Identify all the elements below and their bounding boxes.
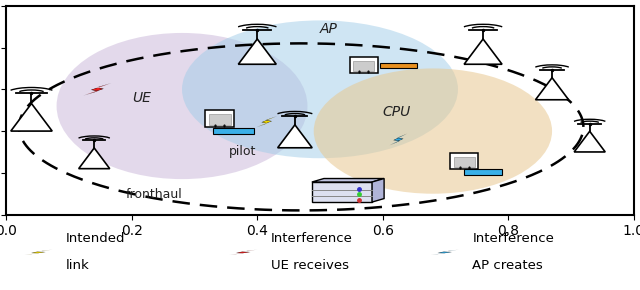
Polygon shape xyxy=(278,125,312,148)
Polygon shape xyxy=(258,117,276,126)
Bar xyxy=(380,63,417,68)
Polygon shape xyxy=(430,249,460,255)
Ellipse shape xyxy=(56,33,307,179)
Polygon shape xyxy=(372,179,384,202)
Polygon shape xyxy=(238,39,276,64)
Text: Interference: Interference xyxy=(472,232,554,245)
Text: UE receives: UE receives xyxy=(271,259,349,272)
Bar xyxy=(464,169,502,175)
Polygon shape xyxy=(83,83,111,96)
Polygon shape xyxy=(464,39,502,64)
Polygon shape xyxy=(312,179,384,182)
Polygon shape xyxy=(11,104,52,131)
Bar xyxy=(213,128,254,134)
Polygon shape xyxy=(536,78,568,100)
Text: link: link xyxy=(66,259,90,272)
Polygon shape xyxy=(79,148,109,169)
Text: Interference: Interference xyxy=(271,232,353,245)
Polygon shape xyxy=(256,116,277,127)
Bar xyxy=(312,182,372,202)
Text: pilot: pilot xyxy=(229,145,257,158)
Bar xyxy=(350,57,378,72)
Bar xyxy=(205,110,234,127)
Text: fronthaul: fronthaul xyxy=(125,188,182,201)
Polygon shape xyxy=(26,250,51,255)
Polygon shape xyxy=(85,84,109,95)
Polygon shape xyxy=(433,250,457,255)
Polygon shape xyxy=(574,131,605,152)
Text: UE: UE xyxy=(132,91,150,105)
Ellipse shape xyxy=(314,68,552,194)
Bar xyxy=(451,153,478,169)
Polygon shape xyxy=(24,249,53,255)
Polygon shape xyxy=(391,134,406,144)
Text: AP: AP xyxy=(320,22,338,36)
Text: AP creates: AP creates xyxy=(472,259,543,272)
Bar xyxy=(454,157,475,166)
Text: CPU: CPU xyxy=(383,106,411,119)
Polygon shape xyxy=(389,133,408,145)
Bar xyxy=(209,114,230,125)
Text: Intended: Intended xyxy=(66,232,125,245)
Polygon shape xyxy=(228,249,258,255)
Polygon shape xyxy=(231,250,255,255)
Bar xyxy=(353,61,374,70)
Ellipse shape xyxy=(182,20,458,158)
